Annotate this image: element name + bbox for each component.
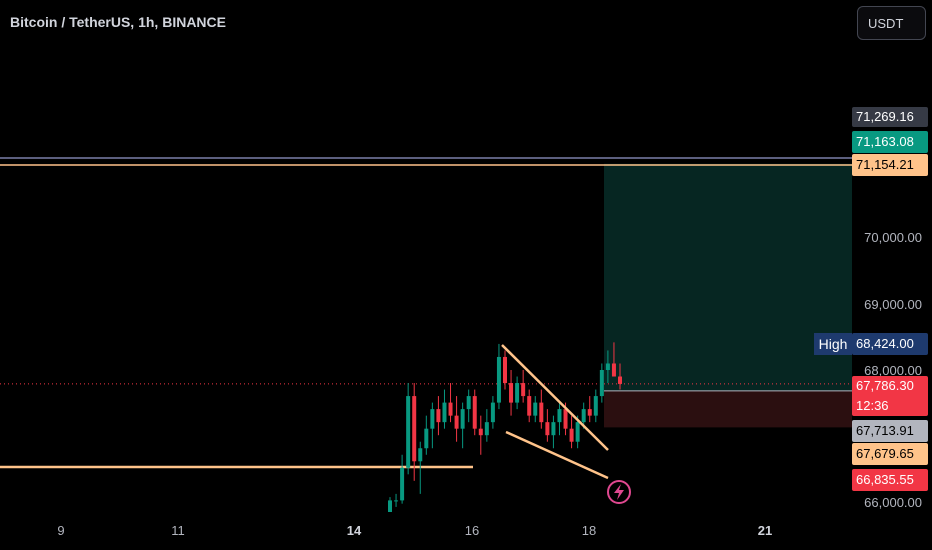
candle-body bbox=[436, 409, 441, 423]
target-zone bbox=[604, 163, 852, 391]
candle-body bbox=[599, 370, 604, 397]
candle-body bbox=[503, 356, 507, 384]
price-tag: 66,835.55 bbox=[852, 469, 928, 491]
time-tick-label: 9 bbox=[57, 523, 65, 538]
lightning-icon bbox=[614, 484, 624, 500]
chart-plot-area[interactable] bbox=[0, 0, 852, 517]
price-tag-value: 67,679.65 bbox=[856, 446, 914, 461]
price-tag: 67,786.30 12:36 bbox=[852, 376, 928, 416]
wedge-lower-line bbox=[505, 430, 609, 480]
time-tick-label: 11 bbox=[171, 523, 185, 538]
candle-body bbox=[442, 402, 447, 423]
time-axis[interactable]: 9 11 14 16 18 21 bbox=[0, 512, 852, 550]
price-tag: 71,154.21 bbox=[852, 154, 928, 176]
price-tag: 67,713.91 bbox=[852, 420, 928, 442]
time-tick-label: 21 bbox=[757, 523, 773, 538]
candle-body bbox=[575, 422, 580, 442]
price-tag: 71,269.16 bbox=[852, 107, 928, 127]
candle-body bbox=[587, 409, 592, 416]
chart-title: Bitcoin / TetherUS, 1h, BINANCE bbox=[10, 14, 226, 30]
candle-body bbox=[563, 409, 568, 429]
candle-body bbox=[466, 396, 471, 410]
candle-body bbox=[412, 396, 417, 462]
candle-body bbox=[472, 396, 477, 429]
candle-body bbox=[545, 422, 550, 436]
candle-body bbox=[527, 396, 532, 416]
price-tag-value: 68,424.00 bbox=[856, 336, 914, 351]
price-tick-label: 69,000.00 bbox=[864, 297, 922, 312]
price-tag-value: 66,835.55 bbox=[856, 472, 914, 487]
candle-body bbox=[515, 383, 520, 403]
price-tick-label: 66,000.00 bbox=[864, 495, 922, 510]
price-tag-value: 67,786.30 bbox=[856, 378, 914, 393]
price-tick-label: 70,000.00 bbox=[864, 230, 922, 245]
candle-body bbox=[430, 409, 435, 429]
candle-body bbox=[581, 409, 586, 423]
price-tag-value: 71,163.08 bbox=[856, 134, 914, 149]
candle-body bbox=[448, 402, 453, 416]
price-tag: 67,679.65 bbox=[852, 443, 928, 465]
candle-body bbox=[557, 409, 562, 423]
candle-body bbox=[454, 415, 459, 429]
candle-body bbox=[490, 402, 495, 423]
candle-body bbox=[509, 383, 514, 403]
candle-body bbox=[394, 500, 399, 502]
price-axis[interactable]: 70,000.00 69,000.00 68,000.00 66,000.00 71,2… bbox=[852, 0, 932, 550]
candle-body bbox=[388, 500, 392, 514]
candle-body bbox=[551, 422, 556, 436]
high-label: High bbox=[814, 333, 852, 355]
candle-body bbox=[533, 402, 538, 416]
candle-body bbox=[605, 363, 610, 370]
candle-body bbox=[539, 402, 544, 423]
price-tag-value: 67,713.91 bbox=[856, 423, 914, 438]
time-tick-label: 18 bbox=[581, 523, 597, 538]
chart-canvas[interactable] bbox=[0, 0, 852, 517]
candle-body bbox=[418, 448, 423, 462]
candle-body bbox=[618, 376, 622, 384]
candle-body bbox=[593, 396, 598, 416]
lightning-circle-icon bbox=[607, 480, 631, 504]
time-tick-label: 16 bbox=[464, 523, 480, 538]
stop-zone bbox=[604, 390, 852, 428]
currency-button[interactable]: USDT bbox=[857, 6, 926, 40]
candle-body bbox=[484, 422, 489, 436]
candle-body bbox=[478, 428, 483, 436]
countdown-timer: 12:36 bbox=[856, 398, 889, 413]
candle-body bbox=[569, 428, 574, 442]
candle-body bbox=[496, 356, 501, 403]
candle-body bbox=[611, 363, 616, 377]
price-tag: 68,424.00 bbox=[852, 333, 928, 355]
price-tag-value: 71,269.16 bbox=[856, 109, 914, 124]
candle-body bbox=[521, 383, 526, 397]
candle-body bbox=[400, 467, 405, 501]
candle-body bbox=[460, 409, 465, 429]
candle-body bbox=[406, 396, 411, 468]
price-tick-label: 68,000.00 bbox=[864, 363, 922, 378]
price-tag-value: 71,154.21 bbox=[856, 157, 914, 172]
time-tick-label: 14 bbox=[346, 523, 362, 538]
candle-body bbox=[424, 428, 429, 449]
price-tag: 71,163.08 bbox=[852, 131, 928, 153]
wedge-upper-line bbox=[501, 344, 609, 451]
